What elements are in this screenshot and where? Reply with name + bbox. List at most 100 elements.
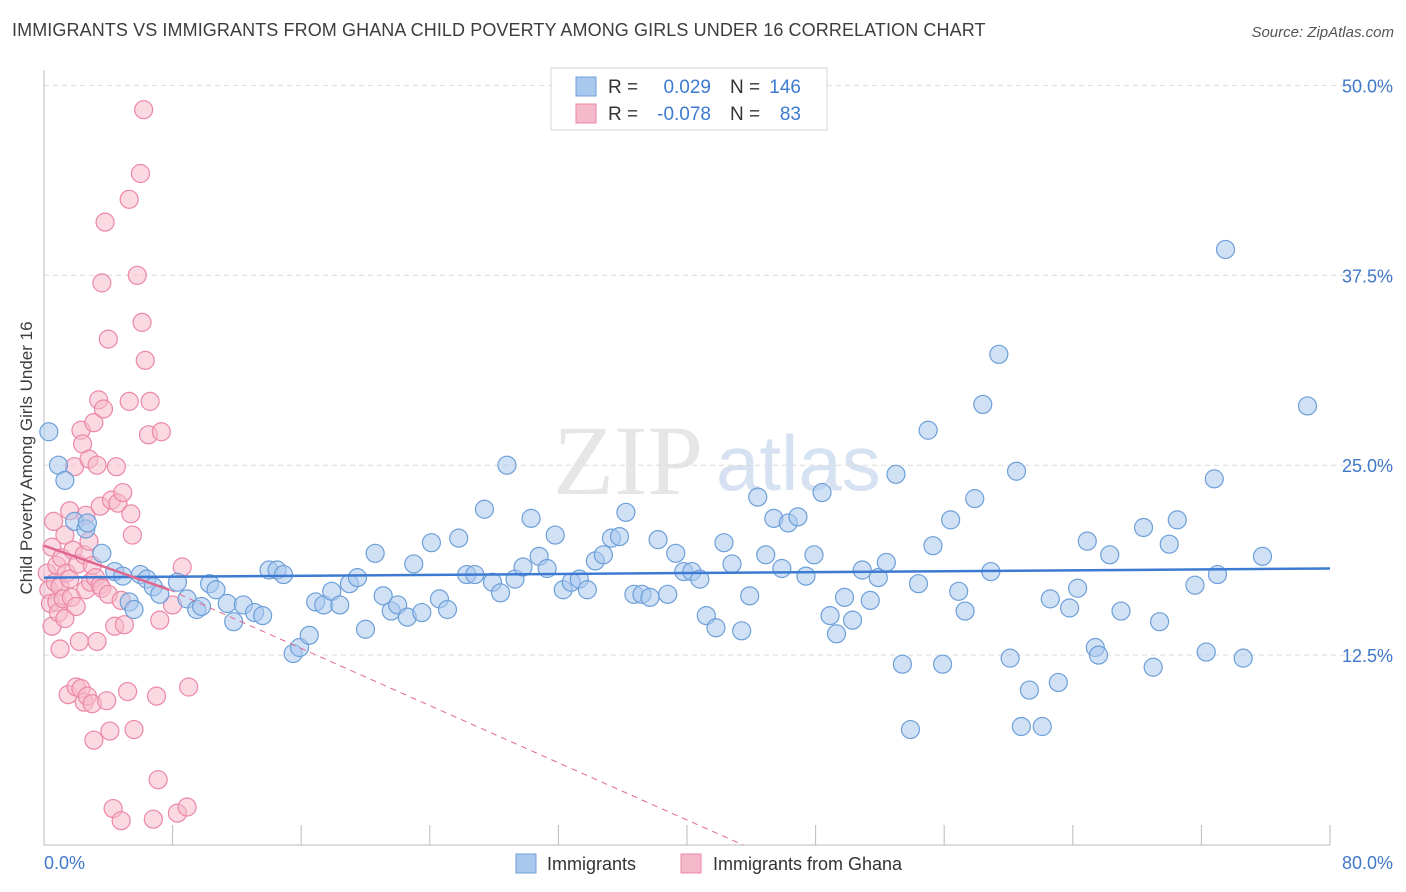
immigrants-point [796,566,816,586]
ghana-point [119,189,139,209]
immigrants-point [124,599,144,620]
legend-label-immigrants[interactable]: Immigrants [547,854,636,874]
source-label: Source: ZipAtlas.com [1251,24,1394,41]
immigrants-point [55,470,75,490]
immigrants-point [404,554,424,574]
immigrants-point [616,502,636,522]
immigrants-point [1196,642,1216,662]
immigrants-point [273,564,294,585]
immigrants-point [989,344,1009,364]
immigrants-point [191,596,212,617]
stats-swatch-pink [575,103,597,124]
series-legend: Immigrants Immigrants from Ghana [515,853,903,874]
chart-title: IMMIGRANTS VS IMMIGRANTS FROM GHANA CHIL… [12,20,986,40]
ghana-point [179,677,199,697]
ghana-points [37,100,199,831]
immigrants-point [577,580,597,600]
ghana-point [135,350,155,370]
immigrants-point [1167,510,1187,530]
immigrants-point [513,557,533,577]
immigrants-point [941,510,961,530]
immigrants-point [932,654,953,674]
immigrants-point [740,586,760,606]
immigrants-point [1100,545,1120,565]
ghana-point [140,391,160,411]
immigrants-point [955,601,975,621]
legend-swatch-ghana[interactable] [680,853,702,874]
immigrants-point [860,590,880,611]
immigrants-point [804,545,824,565]
ghana-point [84,413,104,433]
immigrants-point [253,605,273,626]
ghana-point [97,691,117,711]
immigrants-point [748,487,768,507]
ghana-point [106,457,126,477]
immigrants-point [772,558,792,579]
ghana-point [177,797,197,817]
ghana-point [55,525,75,545]
stats-r-value: -0.078 [657,104,711,125]
immigrants-point [1019,680,1039,700]
immigrants-point [609,526,630,547]
immigrants-point [868,568,888,588]
ghana-trend-line-extrapolated [169,589,744,846]
ghana-point [93,399,114,419]
x-tick-label-min: 0.0% [44,853,85,873]
immigrants-point [648,530,668,550]
immigrants-point [1133,517,1154,538]
ghana-point [114,615,134,635]
immigrants-point [949,581,969,601]
immigrants-point [521,508,541,528]
immigrants-point [876,552,896,573]
immigrants-point [1059,598,1080,618]
trend-lines [43,544,1331,846]
immigrants-point [1068,578,1088,598]
legend-swatch-immigrants[interactable] [515,853,537,874]
ghana-point [130,163,151,184]
ghana-point [119,391,139,411]
immigrants-point [834,587,855,607]
immigrants-point [756,545,776,565]
immigrants-point [1032,716,1052,737]
immigrants-point [412,602,432,623]
immigrants-point [973,394,993,415]
immigrants-point [1040,589,1060,609]
immigrants-point [1006,461,1027,481]
immigrants-point [39,422,59,442]
ghana-point [121,504,141,524]
immigrants-point [918,420,938,440]
x-ticks [43,825,1331,845]
ghana-point [132,312,152,332]
immigrants-point [593,545,614,565]
stats-legend-box [550,67,828,131]
ghana-point [87,455,107,475]
ghana-trend-line [43,544,170,591]
immigrants-point [640,587,660,607]
immigrants-point [892,654,913,674]
ghana-point [146,686,167,706]
ghana-point [150,610,170,630]
immigrants-point [1143,657,1163,677]
legend-label-ghana[interactable]: Immigrants from Ghana [713,854,903,874]
immigrants-point [714,533,734,553]
immigrants-point [826,624,847,644]
immigrants-point [1077,531,1097,551]
immigrants-point [788,507,808,527]
stats-r-label: R = [608,104,638,125]
ghana-point [127,265,147,285]
ghana-point [92,273,112,293]
stats-n-label: N = [730,104,760,125]
immigrants-point [474,499,495,519]
immigrants-point [1088,645,1109,665]
ghana-point [151,422,171,442]
immigrants-point [908,574,929,594]
ghana-point [84,730,104,750]
watermark-atlas: atlas [716,419,881,507]
immigrants-point [1159,534,1179,554]
immigrants-point [722,554,742,574]
immigrants-point [886,464,906,484]
ghana-point [87,631,107,652]
immigrants-point [1048,672,1068,693]
immigrants-point [732,621,752,641]
stats-r-label: R = [608,77,638,98]
